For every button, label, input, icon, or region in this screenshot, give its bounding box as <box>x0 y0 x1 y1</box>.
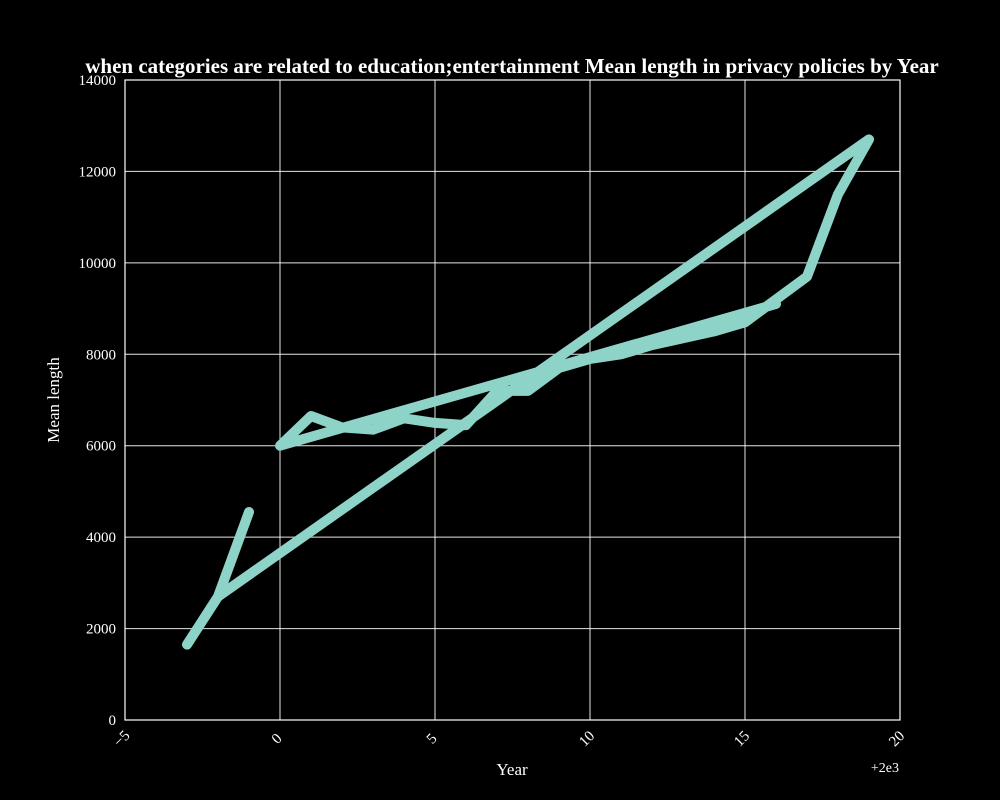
data-point <box>837 193 839 195</box>
series-layer <box>182 134 874 650</box>
data-point <box>434 422 436 424</box>
plot-frame <box>124 79 901 721</box>
series-line <box>182 134 874 650</box>
data-point <box>279 445 281 447</box>
data-point <box>651 344 653 346</box>
y-axis-label: Mean length <box>44 357 63 443</box>
data-point <box>868 138 870 140</box>
data-point <box>248 511 250 513</box>
data-point <box>465 424 467 426</box>
data-point <box>682 337 684 339</box>
y-tick-label: 8000 <box>86 347 116 363</box>
y-tick-label: 2000 <box>86 622 116 638</box>
x-axis-label: Year <box>496 760 528 779</box>
y-tick-label: 14000 <box>79 73 117 89</box>
data-point <box>310 415 312 417</box>
y-tick-label: 10000 <box>79 256 117 272</box>
chart-title: when categories are related to education… <box>85 54 938 78</box>
data-point <box>558 367 560 369</box>
y-tick-label: 6000 <box>86 439 116 455</box>
y-tick-label: 12000 <box>79 164 117 180</box>
data-point <box>527 390 529 392</box>
data-point <box>806 276 808 278</box>
data-point <box>620 353 622 355</box>
data-point <box>713 330 715 332</box>
data-point <box>775 303 777 305</box>
data-point <box>341 426 343 428</box>
data-point <box>217 596 219 598</box>
data-point <box>403 417 405 419</box>
data-point <box>744 321 746 323</box>
data-point <box>496 390 498 392</box>
y-tick-label: 0 <box>109 713 117 729</box>
data-point <box>372 429 374 431</box>
y-tick-labels: 0 2000 4000 6000 8000 10000 12000 14000 <box>79 73 117 729</box>
data-point <box>186 644 188 646</box>
data-point <box>589 358 591 360</box>
x-axis-offset-label: +2e3 <box>871 761 899 776</box>
y-tick-label: 4000 <box>86 530 116 546</box>
